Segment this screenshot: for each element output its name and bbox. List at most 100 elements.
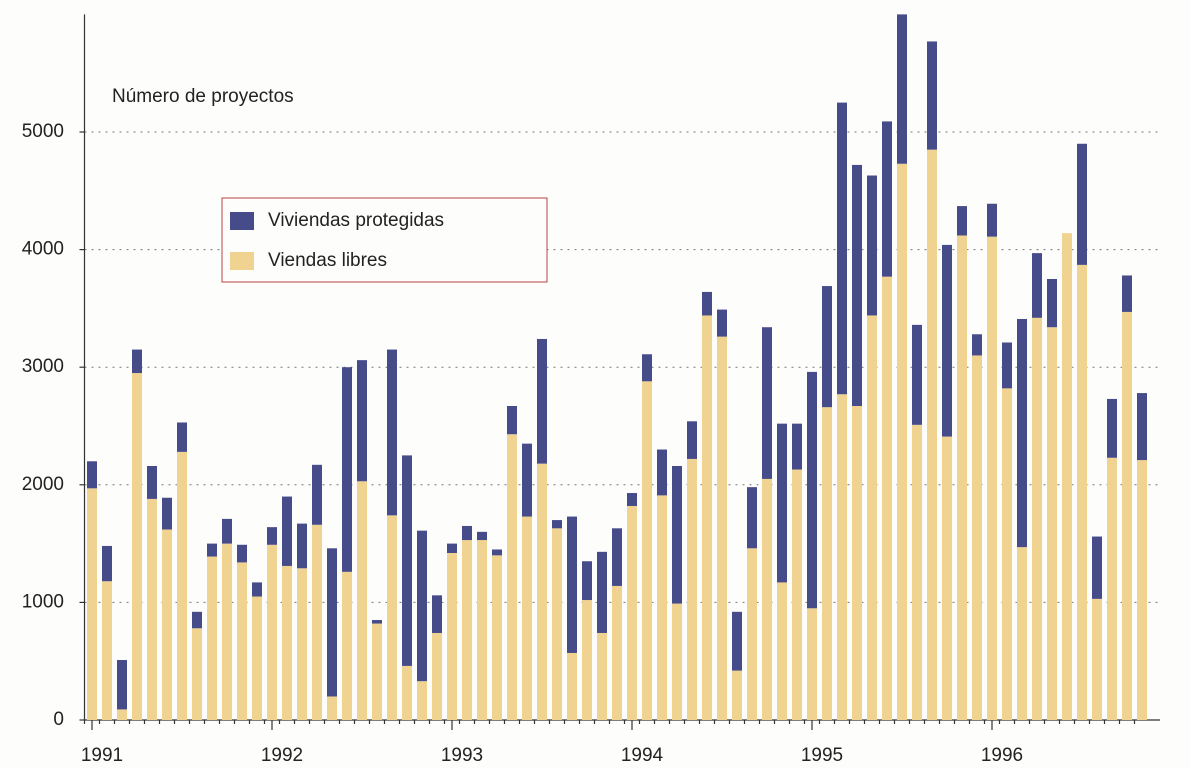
bar-segment xyxy=(567,652,577,720)
bar-segment xyxy=(687,421,697,459)
bar-segment xyxy=(147,465,157,499)
bar-segment xyxy=(897,14,907,164)
bar-segment xyxy=(447,543,457,554)
bar-segment xyxy=(627,505,637,720)
bar-segment xyxy=(747,487,757,549)
bar-segment xyxy=(237,562,247,720)
bar-segment xyxy=(657,449,667,496)
bar-segment xyxy=(87,488,97,720)
bar-segment xyxy=(1137,393,1147,461)
bar-segment xyxy=(522,516,532,720)
bar-segment xyxy=(1032,317,1042,720)
bar-segment xyxy=(297,568,307,720)
y-tick-label: 3000 xyxy=(22,356,64,377)
bar-segment xyxy=(972,334,982,356)
y-tick-label: 4000 xyxy=(22,239,64,260)
bar-segment xyxy=(942,436,952,720)
bar-segment xyxy=(762,327,772,479)
bar-segment xyxy=(222,518,232,544)
y-axis-label: Número de proyectos xyxy=(112,86,294,107)
bar-segment xyxy=(957,235,967,720)
bar-segment xyxy=(612,528,622,586)
bar-segment xyxy=(912,424,922,720)
bar-segment xyxy=(282,565,292,720)
legend-swatch xyxy=(230,212,254,230)
bar-segment xyxy=(1017,318,1027,548)
bar-segment xyxy=(807,608,817,720)
bar-segment xyxy=(1092,598,1102,720)
bar-segment xyxy=(537,463,547,720)
bar-segment xyxy=(282,496,292,566)
bar-segment xyxy=(432,632,442,720)
y-tick-label: 0 xyxy=(53,709,64,730)
bar-segment xyxy=(717,336,727,720)
bar-segment xyxy=(132,349,142,374)
y-tick-label: 1000 xyxy=(22,591,64,612)
bar-segment xyxy=(657,495,667,720)
bar-segment xyxy=(747,548,757,720)
bar-segment xyxy=(402,455,412,666)
bar-segment xyxy=(537,338,547,464)
bar-segment xyxy=(1002,388,1012,720)
bar-segment xyxy=(552,528,562,720)
bar-segment xyxy=(777,423,787,583)
bar-segment xyxy=(762,478,772,720)
bar-segment xyxy=(867,315,877,720)
bar-segment xyxy=(177,451,187,720)
bar-segment xyxy=(507,434,517,720)
bar-segment xyxy=(627,493,637,506)
bar-segment xyxy=(387,349,397,516)
bar-segment xyxy=(732,611,742,671)
bar-segment xyxy=(957,206,967,236)
bar-segment xyxy=(1122,275,1132,312)
bar-segment xyxy=(432,595,442,633)
bar-segment xyxy=(1002,342,1012,389)
bar-segment xyxy=(1047,279,1057,328)
bar-segment xyxy=(702,315,712,720)
bar-segment xyxy=(357,360,367,482)
bar-segment xyxy=(252,582,262,597)
bar-segment xyxy=(1077,143,1087,265)
bar-segment xyxy=(207,556,217,720)
bar-segment xyxy=(417,681,427,720)
bar-segment xyxy=(102,545,112,582)
legend-swatch xyxy=(230,252,254,270)
bar-segment xyxy=(297,523,307,569)
bar-segment xyxy=(192,611,202,629)
bar-segment xyxy=(612,585,622,720)
bar-segment xyxy=(852,406,862,720)
bar-segment xyxy=(822,407,832,720)
bar-segment xyxy=(882,276,892,720)
bar-segment xyxy=(342,571,352,720)
bar-segment xyxy=(582,600,592,720)
bar-segment xyxy=(1047,327,1057,720)
bar-segment xyxy=(357,481,367,720)
x-tick-label: 1995 xyxy=(801,745,843,766)
bar-segment xyxy=(312,464,322,525)
y-tick-label: 5000 xyxy=(22,121,64,142)
bar-segment xyxy=(582,561,592,601)
bar-segment xyxy=(807,371,817,609)
bar-segment xyxy=(1062,233,1072,721)
bar-segment xyxy=(732,670,742,720)
bar-segment xyxy=(987,203,997,237)
bar-segment xyxy=(447,553,457,720)
bar-segment xyxy=(642,381,652,720)
bar-segment xyxy=(162,529,172,720)
bar-segment xyxy=(147,498,157,720)
bar-segment xyxy=(372,623,382,720)
bar-segment xyxy=(222,543,232,720)
bar-segment xyxy=(822,286,832,408)
bar-segment xyxy=(837,102,847,395)
bar-segment xyxy=(177,422,187,452)
bar-segment xyxy=(207,543,217,557)
bar-segment xyxy=(492,555,502,720)
bar-segment xyxy=(402,665,412,720)
bar-segment xyxy=(492,549,502,556)
bar-segment xyxy=(507,406,517,435)
bar-segment xyxy=(522,443,532,517)
bar-segment xyxy=(87,461,97,489)
bar-segment xyxy=(1122,311,1132,720)
bar-segment xyxy=(462,540,472,720)
bar-segment xyxy=(192,628,202,720)
